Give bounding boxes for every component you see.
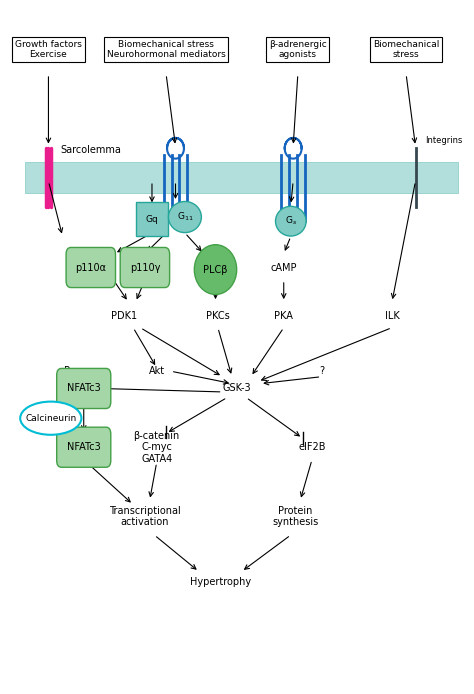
Text: ILK: ILK (384, 311, 400, 321)
Text: cAMP: cAMP (271, 262, 297, 273)
Text: G$_{11}$: G$_{11}$ (177, 211, 193, 223)
Text: G$_s$: G$_s$ (285, 215, 297, 228)
Text: P: P (67, 369, 73, 378)
Text: ?: ? (319, 366, 324, 376)
FancyBboxPatch shape (57, 369, 111, 409)
Text: Akt: Akt (149, 366, 165, 376)
Text: P: P (64, 366, 70, 376)
FancyBboxPatch shape (57, 428, 111, 467)
FancyBboxPatch shape (136, 202, 168, 237)
Text: Biomechanical
stress: Biomechanical stress (373, 40, 439, 60)
Text: β-adrenergic
agonists: β-adrenergic agonists (269, 40, 327, 60)
Text: GSK-3: GSK-3 (222, 384, 251, 393)
FancyBboxPatch shape (66, 248, 116, 287)
Text: Sarcolemma: Sarcolemma (60, 145, 121, 155)
Text: NFATc3: NFATc3 (67, 384, 100, 393)
Ellipse shape (194, 245, 237, 294)
Text: NFATc3: NFATc3 (67, 442, 100, 452)
Ellipse shape (20, 402, 82, 434)
Text: Gq: Gq (146, 214, 158, 223)
Text: eIF2B: eIF2B (298, 442, 326, 452)
Text: Integrins: Integrins (425, 136, 462, 145)
Ellipse shape (168, 201, 201, 232)
Text: Calcineurin: Calcineurin (25, 414, 76, 423)
Text: Growth factors
Exercise: Growth factors Exercise (15, 40, 82, 60)
Text: Hypertrophy: Hypertrophy (190, 577, 251, 587)
Text: PDK1: PDK1 (110, 311, 137, 321)
Text: Protein
synthesis: Protein synthesis (273, 505, 319, 527)
FancyBboxPatch shape (25, 162, 458, 193)
FancyBboxPatch shape (120, 248, 170, 287)
Text: β-catenin
C-myc
GATA4: β-catenin C-myc GATA4 (134, 431, 180, 464)
Text: PKA: PKA (274, 311, 293, 321)
Text: p110γ: p110γ (130, 262, 160, 273)
Text: PKCs: PKCs (206, 311, 230, 321)
Text: p110α: p110α (75, 262, 106, 273)
Ellipse shape (275, 206, 306, 236)
Text: Transcriptional
activation: Transcriptional activation (109, 505, 181, 527)
Text: PLCβ: PLCβ (203, 264, 228, 275)
Text: Biomechanical stress
Neurohormonal mediators: Biomechanical stress Neurohormonal media… (107, 40, 226, 60)
